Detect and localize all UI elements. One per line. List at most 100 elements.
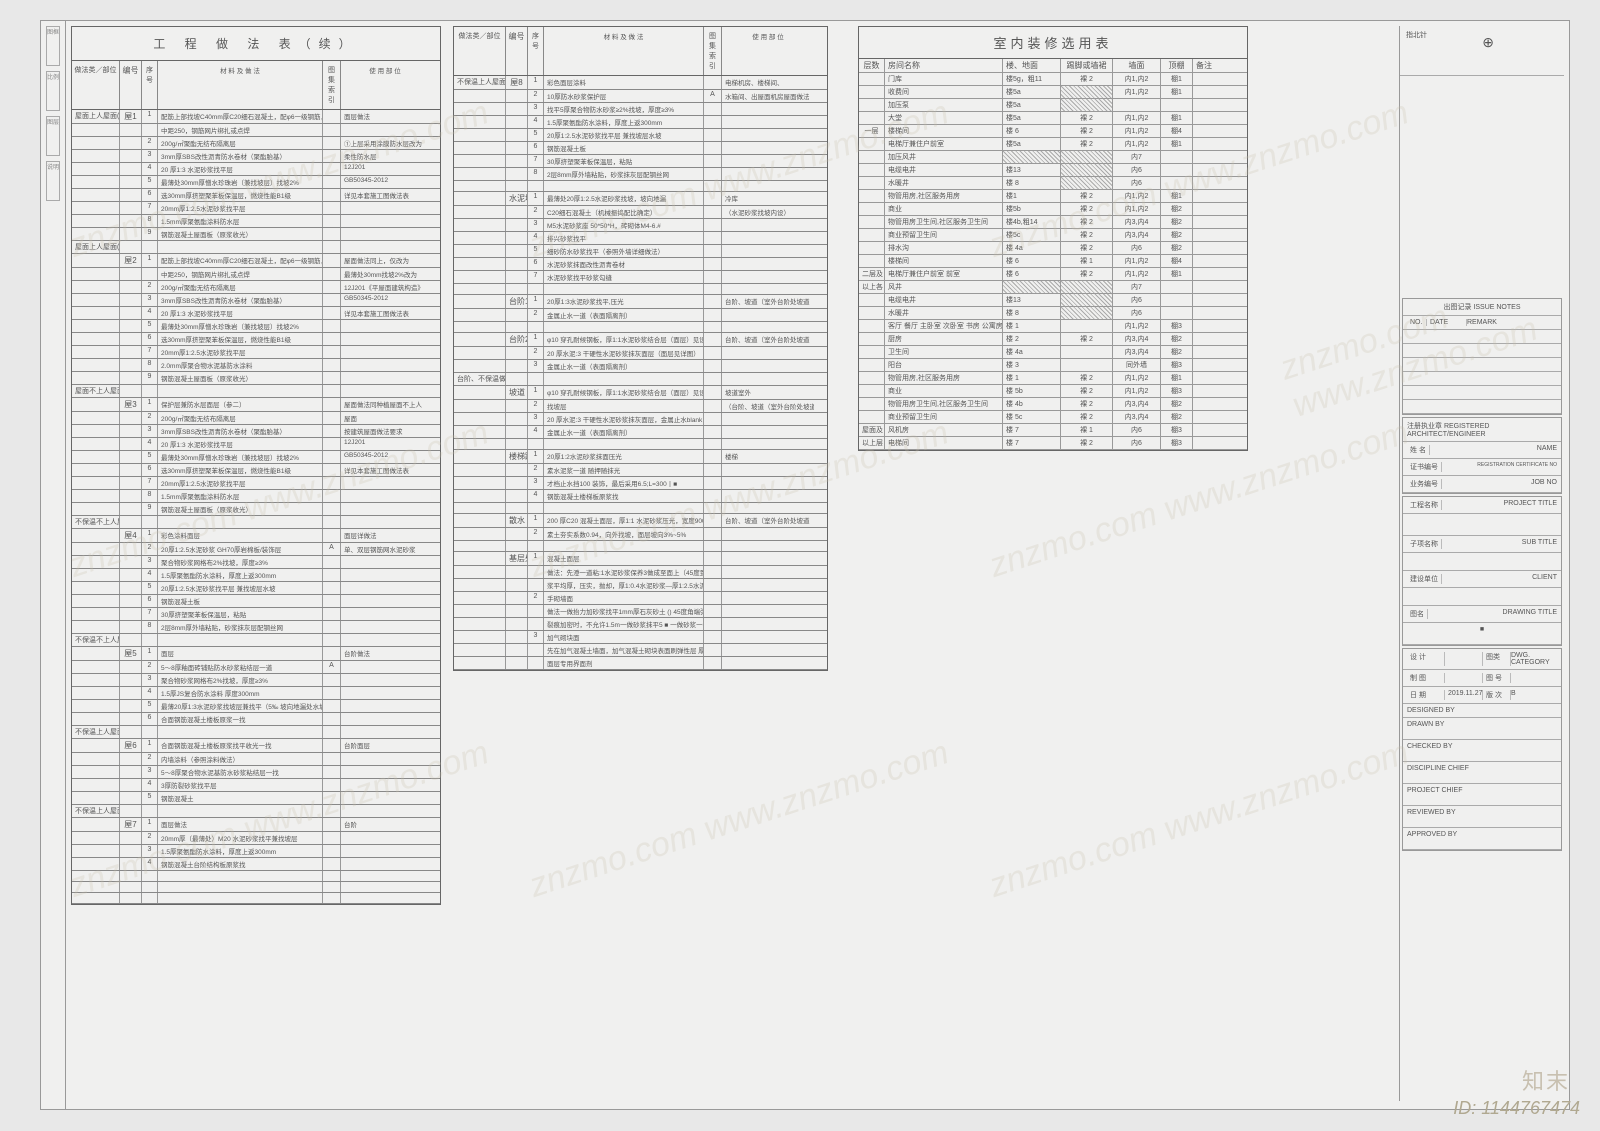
table-row: 基层处理1混凝土面层 [454,552,827,566]
sel-row: 屋面及风机房楼 7裸 1内6棚3 [859,424,1247,437]
table-row [72,882,440,893]
table-row: 82层8mm厚外墙粘贴，砂浆抹灰层配钢丝网 [454,168,827,181]
table-row: 5钢筋混凝土 [72,792,440,805]
table-row: 2素土夯实系数0.94，向外找坡，面层坡向3%~5% [454,528,827,541]
table-row: 2200g/㎡聚酯无纺布隔离层12J201《平屋面建筑构造》 [72,281,440,294]
left-margin: 图框 比例 图层 说明 [41,21,66,1109]
table-row: 屋面上人屋面(1)屋11配筋上部找坡C40mm厚C20细石混凝土，配φ6一级钢筋… [72,110,440,124]
sel-row: 卫生间楼 4a内3,内4棚2 [859,346,1247,359]
table-row: 面层专用界面剂 [454,657,827,670]
table-row: 730厚挤塑聚苯板保温层，粘贴 [454,155,827,168]
table-row: 3金属止水一道（表面隔离剂） [454,360,827,373]
image-id: ID: 1144767474 [1453,1098,1580,1119]
table-row: 屋41彩色涂料面层面层详做法 [72,529,440,543]
col1-body: 屋面上人屋面(1)屋11配筋上部找坡C40mm厚C20细石混凝土，配φ6一级钢筋… [72,110,440,904]
sel-row: 收费间楼5a内1,内2棚1 [859,86,1247,99]
table-row: 420 厚1:3 水泥砂浆找平层12J201 [72,163,440,176]
table-row: 3聚合物砂浆网格布2%找坡，厚度≥3% [72,674,440,687]
tab-layer: 图层 [46,116,60,156]
table-row: 做法：先澄一道粘:1水泥砂浆保养3做成至面上（45度到面） [454,566,827,579]
table-row: 做法一做抬力加砂浆找平1mm厚石灰砂土 () 45度角端弥，压实，抛却 [454,605,827,618]
practice-table-col2: 做法类／部位 编号 序号 材 料 及 做 法 图集索引 使 用 部 位 不保温上… [453,26,828,1101]
table-row: 中距250，钢筋网片绑扎或点焊最薄处30mm找坡2%改为 [72,268,440,281]
sel-row: 门库楼5g，粗11裸 2内1,内2棚1 [859,73,1247,86]
table-row: 33mm厚SBS改性沥青防水卷材（聚酯胎基）GB50345-2012 [72,294,440,307]
sel-row: 水暖井楼 8内6 [859,307,1247,320]
table-row: 2素水泥浆一道 随押随抹光 [454,464,827,477]
arch-stamp: 注册执业章 REGISTERED ARCHITECT/ENGINEER 姓 名N… [1402,417,1562,494]
table-row: 浆平均厚，压实，抛却，厚1:0.4水泥砂浆—厚1:2.5水泥砂浆压实 [454,579,827,592]
issue-cols: NO. DATE REMARK [1403,316,1561,330]
table-row: 屋21配筋上部找坡C40mm厚C20细石混凝土，配φ6一级钢筋，双向屋面做法同上… [72,254,440,268]
table-row: 楼梯踏步120厚1:2水泥砂浆抹面压光楼梯 [454,450,827,464]
table-row: 台阶21φ10 穿孔耐候钢板，厚1:1水泥砂浆结合层（面层）见设计说明台阶、坡道… [454,333,827,347]
table-row: 屋51面层台阶做法 [72,647,440,661]
title-block: 指北针 ⊕ 出图记录 ISSUE NOTES NO. DATE REMARK 注… [1399,26,1564,1101]
table-row: 220厚1:2.5水泥砂浆 GH70厚岩棉板/装饰层A单、双层钢筋网水泥砂浆 [72,543,440,556]
sel-row: 排水沟楼 4a裸 2内6棚2 [859,242,1247,255]
table-row: 裂痕加密时，不允许1.5m一做砂浆抹平5 ■ 一做砂浆一扯缝1:0.4水泥砂浆一… [454,618,827,631]
sel-row: 物管用房,社区服务用房楼 1裸 2内1,内2棚1 [859,372,1247,385]
table-row: 屋31保护层兼防水层面层（参二）屋面做法同种植屋面不上人 [72,398,440,412]
selection-table: 室内装修选用表 层数 房间名称 楼、地面 踢脚或墙裙 墙面 顶棚 备注 门库楼5… [858,26,1248,451]
table-row: 6水泥砂浆抹面改性沥青卷材 [454,258,827,271]
sel-header: 层数 房间名称 楼、地面 踢脚或墙裙 墙面 顶棚 备注 [859,59,1247,73]
issue-notes: 出图记录 ISSUE NOTES NO. DATE REMARK [1402,298,1562,415]
sel-row: 物管用房卫生间,社区服务卫生间楼4b,粗14裸 2内3,内4棚2 [859,216,1247,229]
table-row: 520厚1:2.5水泥砂浆找平层 兼找坡层水坡 [454,129,827,142]
compass-icon: ⊕ [1482,34,1494,51]
table-row: 屋61合面钢筋混凝土楼板原浆找平收光一找台阶面层 [72,739,440,753]
table-row: 31.5厚聚氨酯防水涂料，厚度上返300mm [72,845,440,858]
sel-row: 电梯厅兼住户前室楼5a裸 2内1,内2棚1 [859,138,1247,151]
table-row: 屋面上人屋面(2) [72,241,440,254]
table-row [454,439,827,450]
sel-row: 商业预留卫生间楼 5c裸 2内3,内4棚2 [859,411,1247,424]
sel-row: 以上各风井内7 [859,281,1247,294]
table-row: 不保温上人屋面(一)屋81彩色面层涂料电梯机房、楼梯间、 [454,76,827,90]
sel-table-title: 室内装修选用表 [859,27,1247,59]
table-row: 520厚1:2.5水泥砂浆找平层 兼找坡层水坡 [72,582,440,595]
table-row: 82层8mm厚外墙粘贴，砂浆抹灰层配钢丝网 [72,621,440,634]
table-row: 320 厚水泥:3 干硬性水泥砂浆抹灰面层，金属止水blank [454,413,827,426]
practice-table-2: 做法类／部位 编号 序号 材 料 及 做 法 图集索引 使 用 部 位 不保温上… [453,26,828,671]
table-row [454,284,827,295]
table-row: 720mm厚1:2.5水泥砂浆找平层 [72,202,440,215]
content-area: 工 程 做 法 表（续） 做法类／部位 编号 序号 材 料 及 做 法 图集索引… [71,26,1401,1101]
table-row: 4排兴砂浆找平 [454,232,827,245]
sel-row: 物管用房卫生间,社区服务卫生间楼 4b裸 2内3,内4棚2 [859,398,1247,411]
tab-frame: 图框 [46,26,60,66]
table-row: 33mm厚SBS改性沥青防水卷材（聚酯胎基）柔性防水层 [72,150,440,163]
table-row: 2手砌墙面 [454,592,827,605]
sel-row: 物管用房,社区服务用房楼1裸 2内1,内2棚1 [859,190,1247,203]
table-row: 41.5厚聚氨酯防水涂料，厚度上返300mm [72,569,440,582]
table-row: 7水泥砂浆找平砂浆勾缝 [454,271,827,284]
table-row: 41.5厚聚氨酯防水涂料，厚度上返300mm [454,116,827,129]
selection-table-col: 室内装修选用表 层数 房间名称 楼、地面 踢脚或墙裙 墙面 顶棚 备注 门库楼5… [858,26,1248,1101]
table-header-1: 做法类／部位 编号 序号 材 料 及 做 法 图集索引 使 用 部 位 [72,61,440,110]
drawing-sheet: 图框 比例 图层 说明 工 程 做 法 表（续） 做法类／部位 编号 序号 材 … [40,20,1570,1110]
table-row: 9钢筋混凝土屋面板（原浆收光） [72,228,440,241]
table-row: 35～8厚聚合物水泥基防水砂浆粘结层一找 [72,766,440,779]
table-header-2: 做法类／部位 编号 序号 材 料 及 做 法 图集索引 使 用 部 位 [454,27,827,76]
table-row: 720mm厚1:2.5水泥砂浆找平层 [72,346,440,359]
sel-row: 楼梯间楼 6裸 1内1,内2棚4 [859,255,1247,268]
table-title-1: 工 程 做 法 表（续） [72,27,440,61]
sel-row: 加压风井内7 [859,151,1247,164]
table-row: 屋71面层做法台阶 [72,818,440,832]
table-row [454,181,827,192]
table-row: 2金属止水一道（表面隔离剂） [454,309,827,322]
table-row [72,871,440,882]
table-row: 2200g/㎡聚酯无纺布隔离层①上层采用涂膜防水层改为 [72,137,440,150]
table-row: 台阶1120厚1:3水泥砂浆找平,压光台阶、坡道（室外台阶处坡道 [454,295,827,309]
project-info: 工程名称PROJECT TITLE 子项名称SUB TITLE 建设单位CLIE… [1402,496,1562,646]
table-row: 33mm厚SBS改性沥青防水卷材（聚酯胎基）按建筑屋面做法要求 [72,425,440,438]
table-row: 6选30mm厚挤塑聚苯板保温层，燃烧性能B1级详见本套施工图做法表 [72,189,440,202]
sel-row: 客厅 餐厅 主卧室 次卧室 书房 公寓房间楼 1内1,内2棚3 [859,320,1247,333]
table-row: 420 厚1:3 水泥砂浆找平层详见本套施工图做法表 [72,307,440,320]
table-row: 220mm厚（最薄处）M20 水泥砂浆找平兼找坡层 [72,832,440,845]
sel-row: 以上层电梯间楼 7裸 2内6棚3 [859,437,1247,450]
table-row: 屋面不上人屋面 [72,385,440,398]
table-row: 9钢筋混凝土屋面板（原浆收光） [72,503,440,516]
table-row: 3聚合物砂浆网格布2%找坡，厚度≥3% [72,556,440,569]
table-row: 3才档止水挡100 装饰，最后采用6.5;L=300丨■ [454,477,827,490]
